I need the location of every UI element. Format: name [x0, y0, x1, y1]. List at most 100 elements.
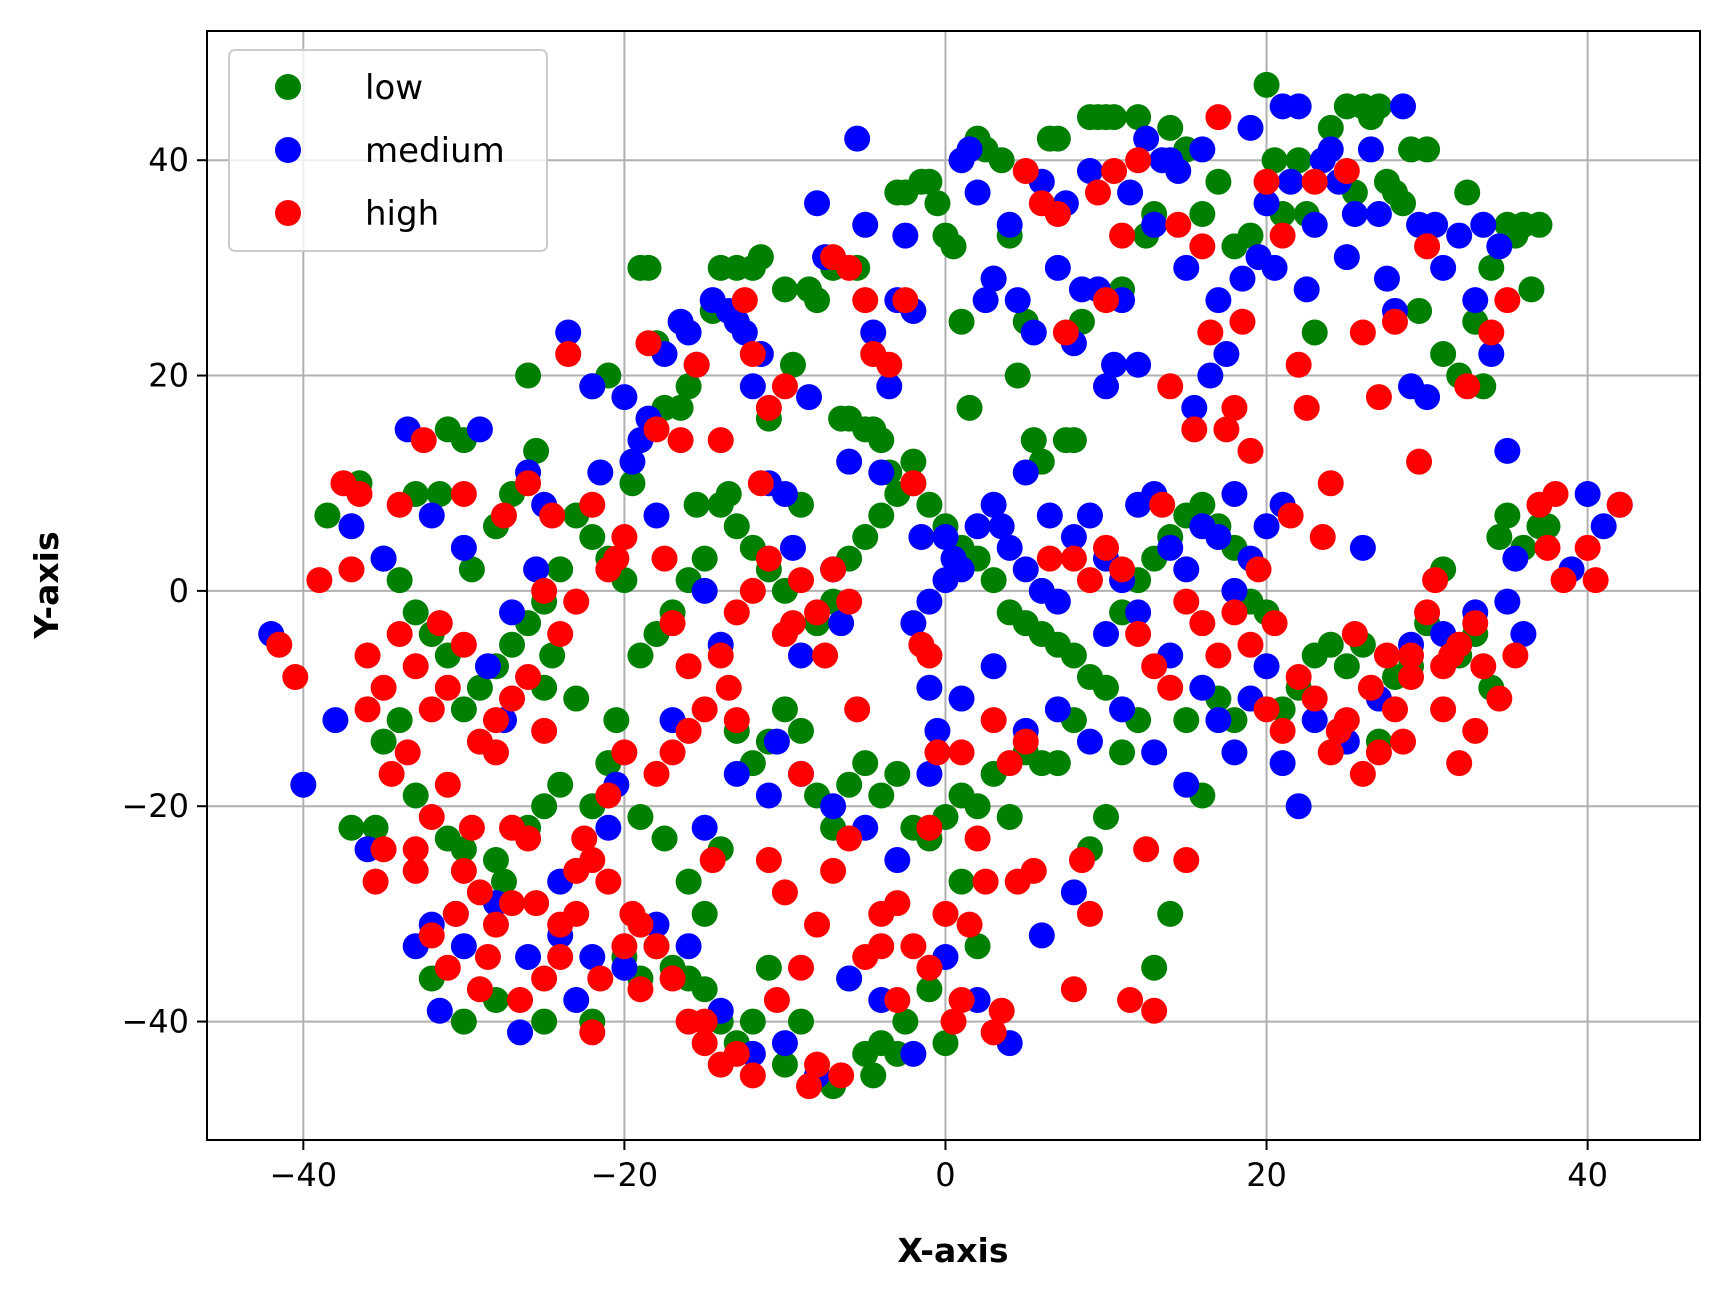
- data-point-medium: [675, 933, 702, 960]
- data-point-low: [386, 567, 413, 594]
- data-point-medium: [996, 534, 1023, 561]
- data-point-medium: [523, 556, 550, 583]
- data-point-low: [771, 696, 798, 723]
- data-point-low: [523, 437, 550, 464]
- data-point-high: [418, 922, 445, 949]
- data-point-high: [466, 879, 493, 906]
- data-point-high: [531, 717, 558, 744]
- data-point-medium: [1076, 157, 1103, 184]
- data-point-low: [635, 254, 662, 281]
- data-point-low: [747, 244, 774, 271]
- data-point-high: [1229, 308, 1256, 335]
- data-point-high: [715, 674, 742, 701]
- data-point-medium: [1173, 771, 1200, 798]
- data-point-medium: [418, 502, 445, 529]
- data-point-medium: [900, 1040, 927, 1067]
- data-point-high: [1237, 631, 1264, 658]
- data-point-low: [868, 502, 895, 529]
- legend-label-medium: medium: [365, 131, 505, 171]
- data-point-high: [499, 685, 526, 712]
- data-point-medium: [691, 577, 718, 604]
- data-point-low: [1157, 114, 1184, 141]
- data-point-medium: [964, 513, 991, 540]
- data-point-high: [691, 696, 718, 723]
- y-axis-label: Y-axis: [27, 531, 66, 639]
- data-point-high: [1446, 631, 1473, 658]
- data-point-medium: [1237, 114, 1264, 141]
- data-point-medium: [1157, 534, 1184, 561]
- data-point-medium: [948, 556, 975, 583]
- data-point-high: [635, 330, 662, 357]
- data-point-medium: [1277, 168, 1304, 195]
- data-point-low: [948, 868, 975, 895]
- data-point-medium: [988, 513, 1015, 540]
- data-point-medium: [1101, 351, 1128, 378]
- data-point-medium: [796, 384, 823, 411]
- data-point-medium: [1317, 136, 1344, 163]
- data-point-low: [1518, 276, 1545, 303]
- data-point-medium: [322, 707, 349, 734]
- data-point-high: [402, 653, 429, 680]
- data-point-high: [932, 900, 959, 927]
- data-point-low: [667, 394, 694, 421]
- data-point-medium: [1269, 750, 1296, 777]
- data-point-medium: [450, 933, 477, 960]
- data-point-medium: [996, 211, 1023, 238]
- data-point-high: [466, 976, 493, 1003]
- data-point-high: [1285, 351, 1312, 378]
- data-point-high: [434, 954, 461, 981]
- data-point-medium: [1293, 276, 1320, 303]
- data-point-medium: [1028, 922, 1055, 949]
- data-point-medium: [1189, 136, 1216, 163]
- data-point-high: [507, 987, 534, 1014]
- data-point-high: [763, 987, 790, 1014]
- data-point-low: [531, 1008, 558, 1035]
- data-point-high: [707, 427, 734, 454]
- data-point-medium: [1414, 384, 1441, 411]
- data-point-low: [836, 771, 863, 798]
- data-point-high: [1550, 567, 1577, 594]
- data-point-low: [1526, 513, 1553, 540]
- data-point-high: [1333, 157, 1360, 184]
- data-point-low: [1173, 707, 1200, 734]
- data-point-high: [1020, 857, 1047, 884]
- data-point-high: [1454, 373, 1481, 400]
- data-point-medium: [1141, 211, 1168, 238]
- data-point-medium: [739, 373, 766, 400]
- data-point-high: [844, 696, 871, 723]
- data-point-low: [868, 427, 895, 454]
- data-point-high: [515, 470, 542, 497]
- data-point-medium: [1341, 201, 1368, 228]
- data-point-high: [1141, 997, 1168, 1024]
- data-point-medium: [916, 760, 943, 787]
- data-point-high: [627, 911, 654, 938]
- y-tick-label: 20: [148, 357, 189, 395]
- data-point-high: [474, 943, 501, 970]
- data-point-high: [1414, 233, 1441, 260]
- data-point-high: [1309, 524, 1336, 551]
- data-point-high: [683, 351, 710, 378]
- data-point-low: [1093, 803, 1120, 830]
- data-point-medium: [450, 534, 477, 561]
- data-point-medium: [828, 610, 855, 637]
- data-point-low: [1141, 954, 1168, 981]
- data-point-high: [1398, 664, 1425, 691]
- data-point-high: [1189, 233, 1216, 260]
- x-tick-label: 40: [1567, 1156, 1608, 1194]
- data-point-medium: [1422, 211, 1449, 238]
- data-point-low: [956, 394, 983, 421]
- data-point-low: [531, 793, 558, 820]
- data-point-low: [884, 760, 911, 787]
- data-point-low: [402, 599, 429, 626]
- data-point-medium: [900, 610, 927, 637]
- data-point-high: [587, 965, 614, 992]
- y-tick-label: 0: [169, 572, 189, 610]
- data-point-medium: [916, 588, 943, 615]
- data-point-medium: [370, 545, 397, 572]
- data-point-high: [755, 394, 782, 421]
- data-point-high: [354, 696, 381, 723]
- data-point-medium: [1205, 287, 1232, 314]
- data-point-high: [531, 965, 558, 992]
- data-point-high: [667, 427, 694, 454]
- data-point-high: [1101, 157, 1128, 184]
